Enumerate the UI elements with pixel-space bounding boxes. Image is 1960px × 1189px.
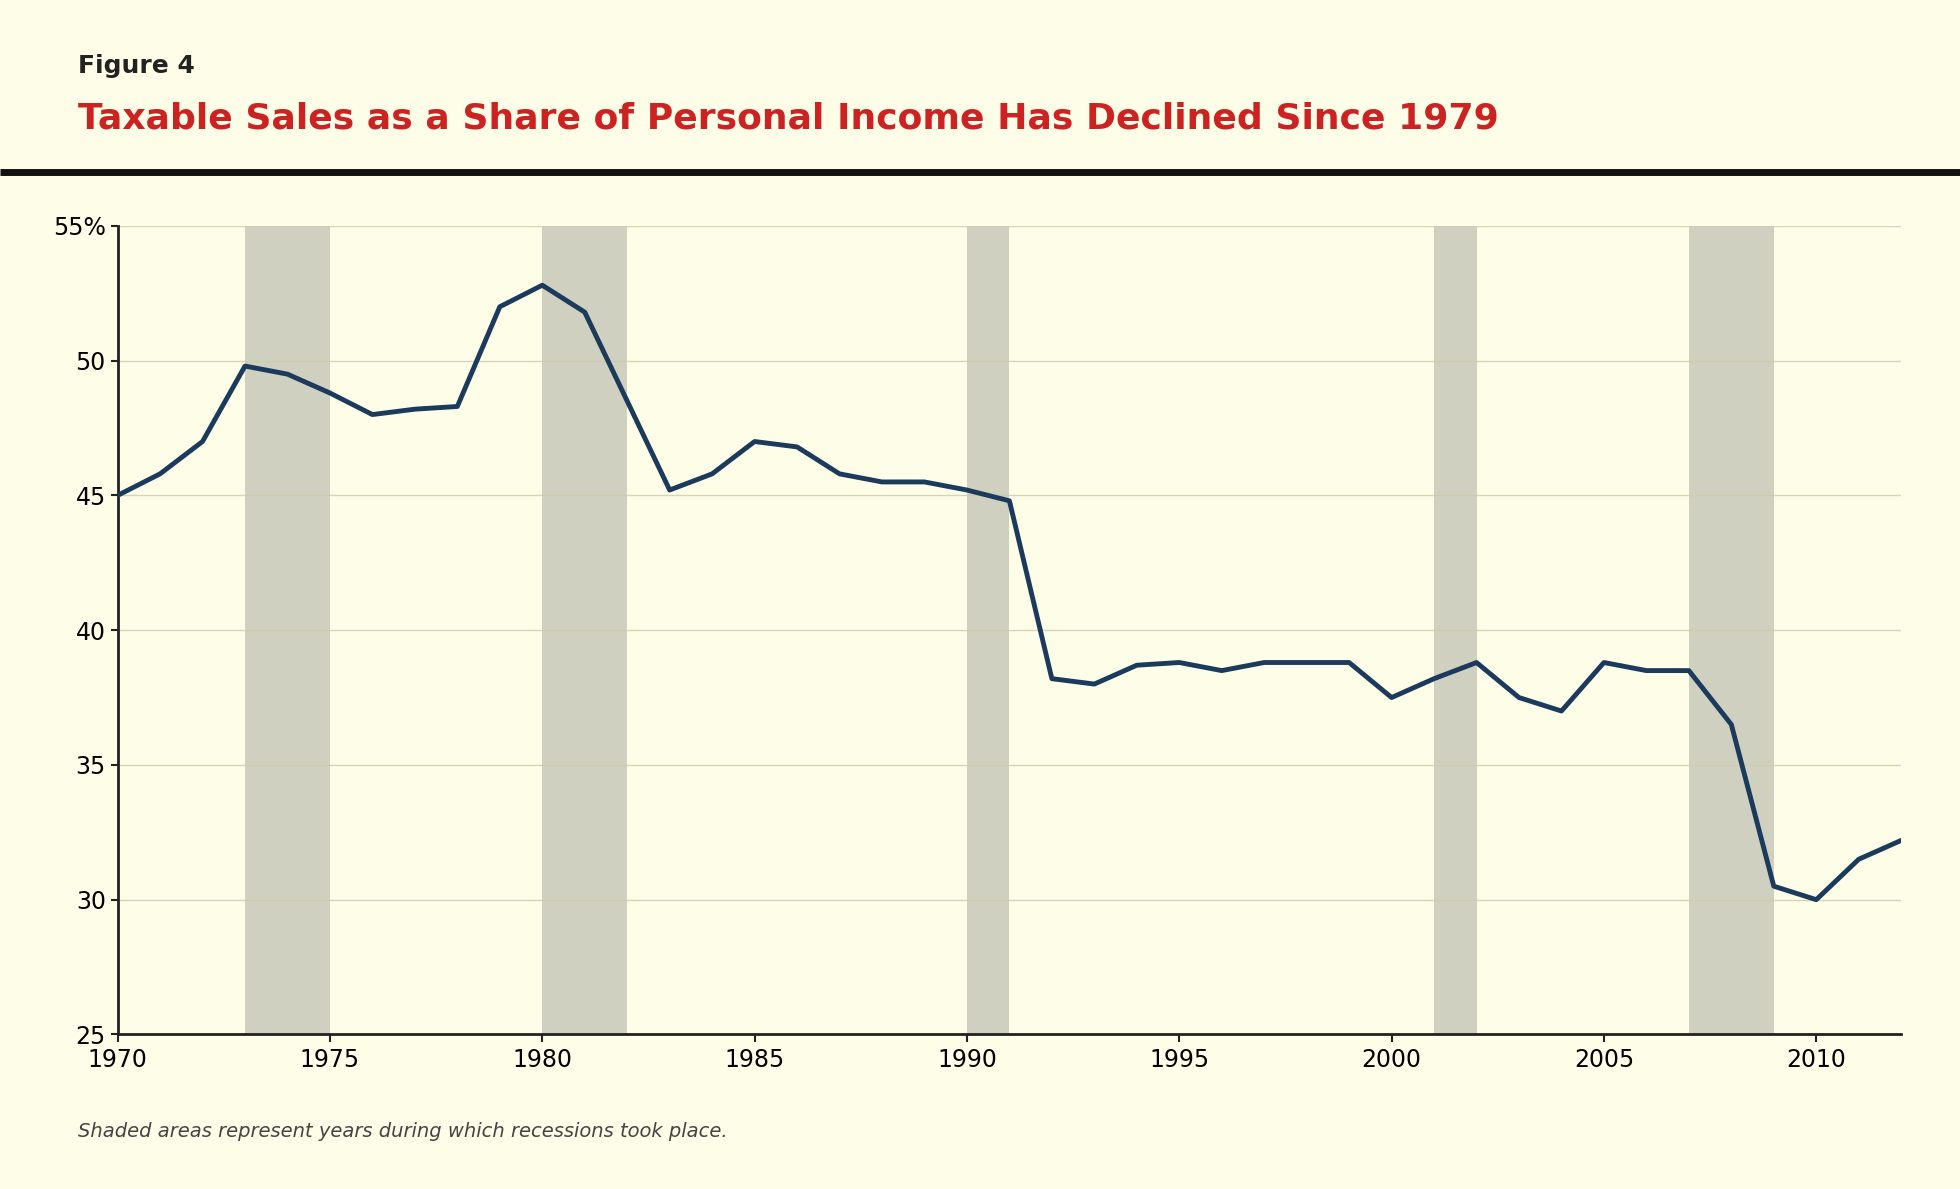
Bar: [245, 226, 329, 1034]
Bar: [1690, 226, 1774, 1034]
Text: Shaded areas represent years during which recessions took place.: Shaded areas represent years during whic…: [78, 1122, 727, 1141]
Bar: [543, 226, 627, 1034]
Bar: [966, 226, 1009, 1034]
Bar: [1435, 226, 1476, 1034]
Text: Taxable Sales as a Share of Personal Income Has Declined Since 1979: Taxable Sales as a Share of Personal Inc…: [78, 101, 1499, 136]
Text: Figure 4: Figure 4: [78, 54, 196, 77]
